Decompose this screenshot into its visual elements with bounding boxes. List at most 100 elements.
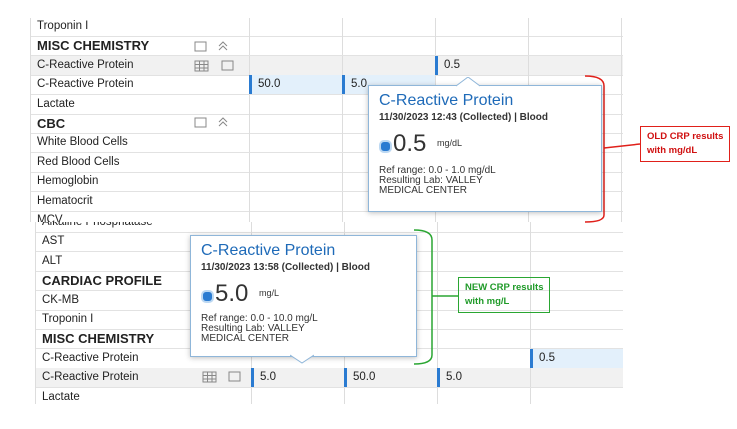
result-value[interactable]: 50.0 <box>258 78 281 91</box>
row-label: AST <box>42 235 65 248</box>
result-value[interactable]: 0.5 <box>539 351 555 364</box>
row-label: C-Reactive Protein <box>42 351 139 364</box>
tooltip-lab: MEDICAL CENTER <box>201 333 289 344</box>
result-row: MCV <box>31 211 623 222</box>
row-label: Hemoglobin <box>37 175 99 188</box>
result-row: Alkaline Phosphatase <box>36 222 623 233</box>
result-cell <box>249 152 340 172</box>
result-cell: 50.0 <box>249 75 342 95</box>
row-label: Lactate <box>42 390 80 403</box>
result-cell <box>342 55 433 75</box>
tooltip-value: 5.0 <box>215 280 249 307</box>
result-cell <box>344 222 435 232</box>
note-line: NEW CRP results <box>465 282 544 293</box>
result-cell: 5.0 <box>251 368 344 388</box>
result-cell <box>621 18 623 36</box>
result-cell <box>437 251 528 271</box>
result-cell <box>342 114 433 133</box>
result-cell <box>249 211 340 222</box>
result-cell <box>342 36 433 56</box>
result-cell <box>249 55 340 75</box>
tooltip-pointer <box>456 77 480 87</box>
result-row: Lactate <box>31 94 623 115</box>
tooltip-title: C-Reactive Protein <box>379 92 514 109</box>
result-value[interactable]: 50.0 <box>353 371 376 384</box>
result-cell <box>249 114 340 133</box>
result-cell <box>530 232 621 252</box>
note-line: OLD CRP results <box>647 131 724 142</box>
result-cell <box>621 211 623 222</box>
result-cell <box>251 222 342 232</box>
result-cell <box>437 387 528 404</box>
result-cell <box>251 348 342 368</box>
result-cell <box>437 271 528 291</box>
result-row: Lactate <box>36 387 623 404</box>
result-cell <box>621 152 623 172</box>
row-label: Red Blood Cells <box>37 155 120 168</box>
result-cell <box>249 191 340 211</box>
result-cell <box>435 18 526 36</box>
tooltip-new: C-Reactive Protein 11/30/2023 13:58 (Col… <box>190 235 417 357</box>
row-label: Hematocrit <box>37 194 93 207</box>
result-cell <box>342 211 433 222</box>
result-cell <box>437 222 528 232</box>
row-label: CARDIAC PROFILE <box>42 273 162 289</box>
result-value[interactable]: 0.5 <box>444 58 460 71</box>
tooltip-unit: mg/L <box>259 288 280 298</box>
result-cell <box>621 36 623 56</box>
row-label: MISC CHEMISTRY <box>37 38 150 54</box>
result-cell: 0.5 <box>435 55 528 75</box>
result-cell <box>251 387 342 404</box>
result-value[interactable]: 5.0 <box>260 371 276 384</box>
tooltip-title: C-Reactive Protein <box>201 242 336 259</box>
row-label: CK-MB <box>42 293 80 306</box>
result-cell <box>342 18 433 36</box>
note-line: with mg/dL <box>647 145 698 156</box>
result-cell <box>528 36 619 56</box>
tooltip-pointer <box>290 354 314 364</box>
result-cell <box>249 172 340 192</box>
result-cell <box>249 36 340 56</box>
row-label: Troponin I <box>42 313 94 325</box>
tooltip-lab: MEDICAL CENTER <box>379 185 467 196</box>
result-cell <box>621 172 623 192</box>
result-value[interactable]: 5.0 <box>446 371 462 384</box>
row-label: C-Reactive Protein <box>37 58 134 71</box>
row-label: C-Reactive Protein <box>37 78 134 91</box>
result-cell <box>437 348 528 368</box>
result-cell <box>342 191 433 211</box>
result-cell <box>530 387 621 404</box>
result-cell: 50.0 <box>344 368 437 388</box>
row-label: White Blood Cells <box>37 136 128 149</box>
result-cell <box>344 387 435 404</box>
result-cell <box>249 94 340 114</box>
result-cell <box>435 36 526 56</box>
result-cell <box>435 75 526 95</box>
result-cell <box>621 114 623 133</box>
result-cell <box>621 55 623 75</box>
result-value[interactable]: 5.0 <box>351 78 367 91</box>
row-label: Lactate <box>37 97 75 110</box>
result-cell <box>342 152 433 172</box>
result-cell <box>437 329 528 349</box>
result-cell <box>621 191 623 211</box>
tooltip-datetime: 11/30/2023 12:43 (Collected) | Blood <box>379 112 548 123</box>
result-cell <box>249 18 340 36</box>
tooltip-range: Ref range: 0.0 - 10.0 mg/L <box>201 313 318 324</box>
result-cell <box>530 222 621 232</box>
result-cell <box>621 75 623 95</box>
tooltip-range: Ref range: 0.0 - 1.0 mg/dL <box>379 165 496 176</box>
result-cell <box>342 94 433 114</box>
result-cell <box>437 310 528 329</box>
result-cell <box>344 348 435 368</box>
result-cell <box>528 55 619 75</box>
new-note: NEW CRP results with mg/L <box>458 277 551 313</box>
section-header: CBC <box>31 114 623 134</box>
result-row: C-Reactive Protein 5.0 50.0 5.0 <box>36 368 623 389</box>
result-cell <box>342 172 433 192</box>
tooltip-datetime: 11/30/2023 13:58 (Collected) | Blood <box>201 262 370 273</box>
result-cell <box>530 310 621 329</box>
row-label: Troponin I <box>37 20 89 32</box>
result-cell <box>437 232 528 252</box>
